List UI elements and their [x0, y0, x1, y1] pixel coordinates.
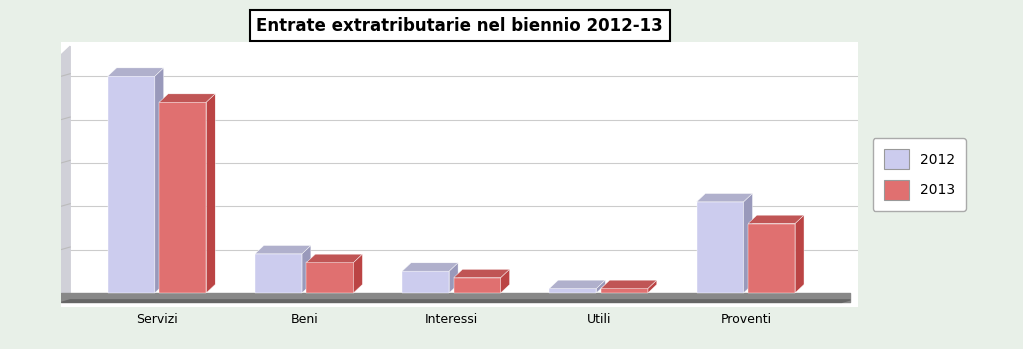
Polygon shape — [354, 254, 362, 293]
Polygon shape — [160, 94, 215, 102]
Polygon shape — [549, 280, 606, 289]
Title: Entrate extratributarie nel biennio 2012-13: Entrate extratributarie nel biennio 2012… — [256, 17, 663, 35]
Polygon shape — [61, 46, 71, 302]
Polygon shape — [207, 94, 215, 293]
Polygon shape — [748, 215, 804, 223]
Polygon shape — [61, 300, 850, 302]
Polygon shape — [744, 193, 753, 293]
Polygon shape — [302, 245, 311, 293]
Polygon shape — [697, 193, 753, 202]
Polygon shape — [449, 263, 458, 293]
Polygon shape — [601, 280, 657, 289]
Bar — [255, 254, 302, 293]
Polygon shape — [107, 68, 164, 76]
Bar — [601, 289, 648, 293]
Bar — [402, 271, 449, 293]
Polygon shape — [154, 68, 164, 293]
Legend: 2012, 2013: 2012, 2013 — [873, 138, 966, 211]
Bar — [307, 262, 354, 293]
Bar — [748, 223, 795, 293]
Polygon shape — [596, 280, 606, 293]
Bar — [107, 76, 154, 293]
Polygon shape — [255, 245, 311, 254]
Bar — [697, 202, 744, 293]
Polygon shape — [307, 254, 362, 262]
Polygon shape — [501, 269, 509, 293]
Bar — [549, 289, 596, 293]
Polygon shape — [795, 215, 804, 293]
Polygon shape — [648, 280, 657, 293]
Polygon shape — [453, 269, 509, 278]
Bar — [453, 278, 501, 293]
Bar — [160, 102, 207, 293]
Polygon shape — [402, 263, 458, 271]
